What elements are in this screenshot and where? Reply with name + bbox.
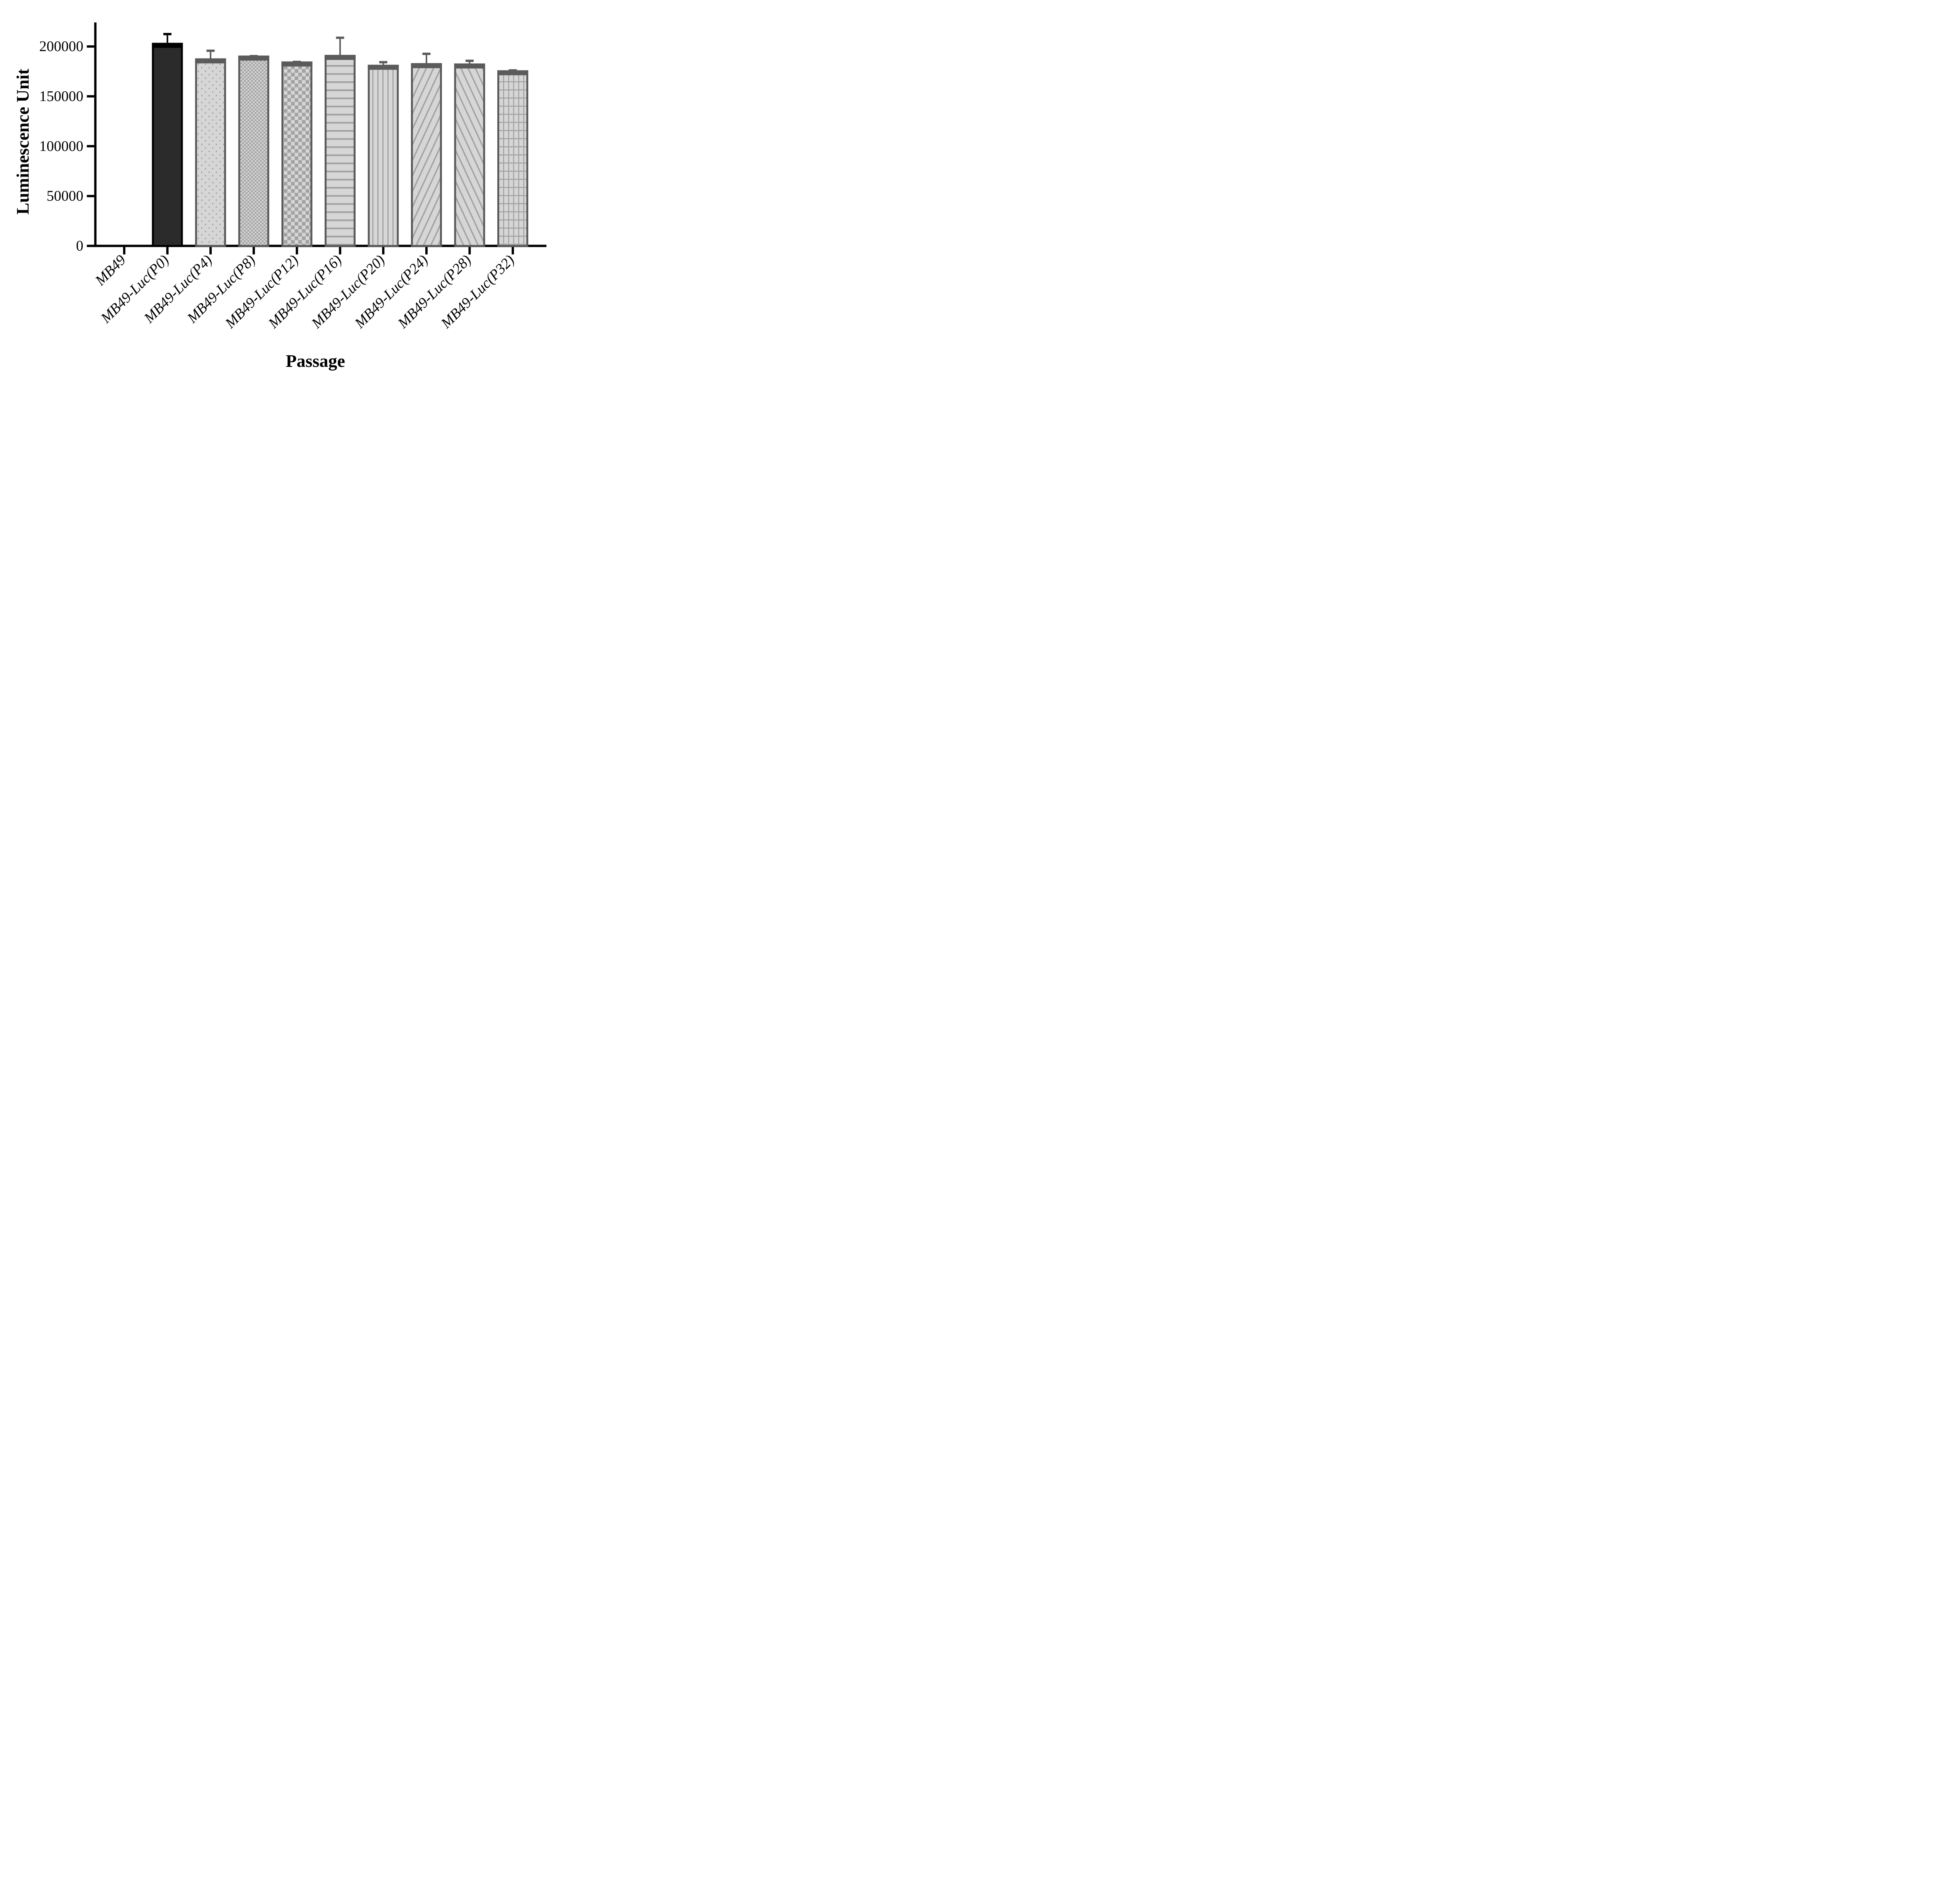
bar-MB49-Luc(P12) bbox=[281, 61, 313, 247]
bar-top-cap-MB49-Luc(P24) bbox=[411, 63, 442, 68]
x-axis-title: Passage bbox=[286, 351, 345, 371]
bar-top-cap-MB49-Luc(P0) bbox=[152, 43, 183, 48]
bar-MB49-Luc(P4) bbox=[195, 58, 226, 247]
bar-top-cap-MB49-Luc(P16) bbox=[324, 55, 356, 60]
bar-top-cap-MB49-Luc(P12) bbox=[281, 61, 313, 67]
x-tick-label-MB49-Luc(P24): MB49-Luc(P24) bbox=[351, 252, 432, 332]
bar-top-cap-MB49-Luc(P32) bbox=[497, 70, 529, 75]
y-tick-label-100000: 100000 bbox=[39, 138, 83, 154]
y-tick-label-50000: 50000 bbox=[46, 188, 83, 204]
bar-top-cap-MB49-Luc(P20) bbox=[368, 65, 399, 70]
bar-MB49-Luc(P8) bbox=[238, 55, 269, 247]
error-bar-cap-MB49-Luc(P24) bbox=[422, 53, 431, 55]
y-tick-label-200000: 200000 bbox=[39, 38, 83, 55]
bar-MB49-Luc(P32) bbox=[497, 70, 529, 247]
bar-chart-figure: 0 50000 100000 150000 200000 MB49 MB49-Luc(P0)… bbox=[0, 0, 557, 381]
error-bar-cap-MB49-Luc(P16) bbox=[336, 36, 344, 39]
y-tick-label-150000: 150000 bbox=[39, 88, 83, 104]
y-axis-title: Luminescence Unit bbox=[13, 68, 33, 215]
bar-MB49-Luc(P0) bbox=[152, 43, 183, 247]
bar-top-cap-MB49-Luc(P4) bbox=[195, 58, 226, 63]
error-bar-cap-MB49-Luc(P0) bbox=[163, 33, 172, 36]
y-tick-label-0: 0 bbox=[76, 238, 83, 254]
x-tick-label-MB49-Luc(P28): MB49-Luc(P28) bbox=[394, 252, 474, 332]
error-bar-cap-MB49-Luc(P20) bbox=[379, 61, 387, 63]
bar-MB49-Luc(P24) bbox=[411, 63, 442, 247]
x-tick-label-MB49-Luc(P16): MB49-Luc(P16) bbox=[265, 252, 345, 332]
x-tick-label-MB49: MB49 bbox=[92, 252, 129, 289]
x-tick-label-MB49-Luc(P12): MB49-Luc(P12) bbox=[222, 252, 302, 332]
chart-canvas: 050000100000150000200000MB49MB49-Luc(P0)… bbox=[13, 22, 546, 371]
x-tick-label-MB49-Luc(P20): MB49-Luc(P20) bbox=[308, 252, 388, 332]
x-tick-label-MB49-Luc(P32): MB49-Luc(P32) bbox=[438, 252, 518, 332]
bar-top-cap-MB49-Luc(P28) bbox=[454, 63, 485, 68]
bar-MB49-Luc(P16) bbox=[324, 55, 356, 247]
bar-MB49-Luc(P28) bbox=[454, 63, 485, 247]
error-bar-cap-MB49-Luc(P28) bbox=[465, 60, 474, 62]
error-bar-cap-MB49-Luc(P4) bbox=[206, 50, 215, 52]
bar-MB49-Luc(P20) bbox=[368, 65, 399, 247]
bar-top-cap-MB49-Luc(P8) bbox=[238, 55, 269, 61]
